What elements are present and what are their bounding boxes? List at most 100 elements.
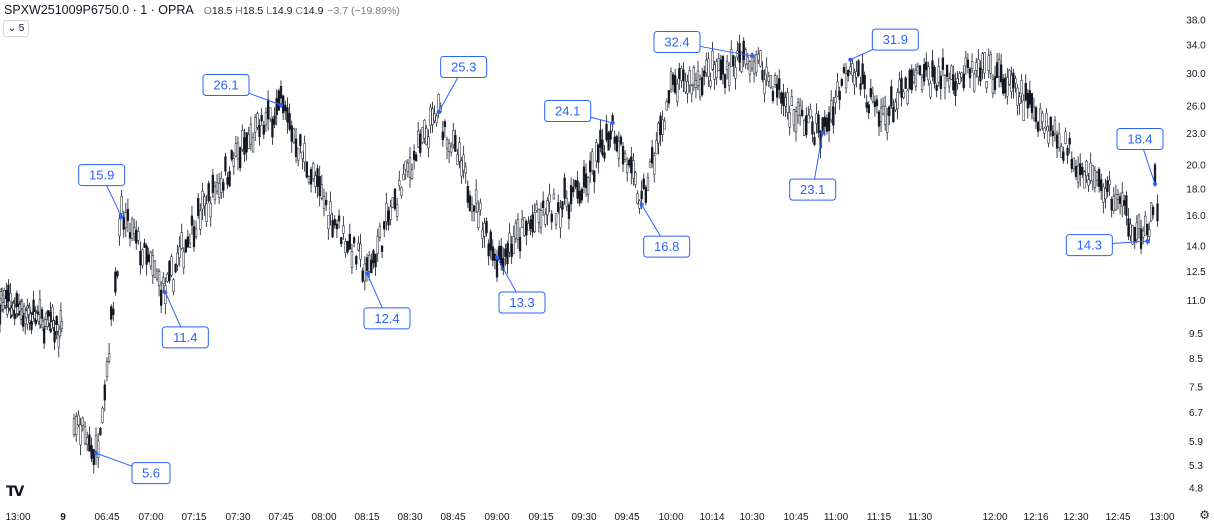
candle-body [1039, 108, 1042, 130]
candle-body [1060, 146, 1063, 158]
candle-body [815, 113, 818, 124]
candle-body [1148, 229, 1151, 237]
candle-body [58, 328, 61, 337]
candle-body [1123, 200, 1126, 206]
candle-body [894, 101, 897, 111]
candle-body [711, 50, 714, 70]
candle-body [116, 271, 119, 277]
candle-body [952, 74, 955, 91]
candle-body [365, 257, 369, 271]
candle-body [368, 255, 371, 272]
candle-body [477, 211, 480, 228]
candle-body [258, 125, 261, 138]
candle-body [1010, 74, 1013, 92]
candle-body [786, 92, 789, 113]
candle-body [114, 271, 117, 293]
candle-body [619, 136, 623, 145]
candle-body [122, 216, 125, 230]
x-tick-label: 12:45 [1105, 512, 1130, 523]
candle-body [1095, 172, 1099, 181]
candle-body [603, 152, 606, 159]
candle-body [900, 77, 903, 98]
x-tick-label: 07:15 [181, 512, 206, 523]
candle-body [260, 114, 263, 122]
candle-body [279, 86, 283, 99]
candle-body [1129, 223, 1132, 237]
candle-body [857, 60, 860, 76]
candle-body [197, 198, 200, 216]
candle-body [88, 434, 91, 452]
candle-body [352, 237, 356, 244]
candle-body [817, 114, 820, 133]
candle-body [565, 198, 568, 207]
candle-body [147, 254, 150, 263]
candle-body [626, 164, 629, 173]
candle-body [520, 218, 524, 228]
candle-body [273, 115, 276, 125]
candle-body [898, 79, 901, 93]
candle-body [945, 64, 949, 78]
annotation-label: 12.4 [374, 311, 399, 326]
candle-body [135, 229, 138, 244]
candle-body [153, 260, 157, 278]
y-tick-label: 30.0 [1186, 69, 1206, 80]
annotation-box [498, 291, 546, 314]
candle-body [775, 83, 779, 98]
candle-body [316, 168, 319, 187]
candle-body [801, 109, 804, 117]
candle-body [412, 150, 416, 160]
settings-gear-icon[interactable]: ⚙ [1199, 508, 1210, 522]
candle-body [863, 75, 866, 90]
candle-body [888, 106, 891, 117]
candle-body [431, 108, 434, 126]
annotation-box [871, 28, 919, 51]
annotation-dot [436, 110, 441, 115]
candle-body [232, 158, 235, 167]
x-tick-label: 10:45 [783, 512, 808, 523]
candle-body [908, 70, 911, 90]
candle-body [408, 157, 412, 178]
candle-body [269, 107, 272, 120]
candle-body [107, 353, 111, 363]
candle-body [207, 183, 210, 202]
candle-body [935, 85, 938, 91]
candle-body [1018, 96, 1021, 104]
candle-body [491, 246, 494, 261]
candle-body [827, 112, 831, 132]
candle-body [703, 70, 706, 77]
candle-body [288, 113, 291, 130]
candle-body [190, 215, 194, 226]
candle-body [48, 315, 51, 324]
candle-body [46, 319, 49, 328]
candle-body [628, 159, 631, 166]
candle-body [205, 203, 208, 222]
symbol-title[interactable]: SPXW251009P6750.0 · 1 · OPRA [4, 3, 194, 17]
candle-body [960, 72, 963, 78]
candle-body [241, 130, 244, 150]
candle-body [877, 111, 881, 127]
annotation-dot [119, 215, 124, 220]
candle-body [966, 59, 970, 68]
indicators-collapse-button[interactable]: ⌄ 5 [3, 20, 29, 37]
annotation-dot [750, 54, 754, 59]
change-value: −3.7 (−19.89%) [327, 5, 400, 17]
candle-body [160, 289, 163, 306]
candle-body [929, 83, 932, 98]
candle-body [43, 319, 47, 327]
candle-body [1055, 134, 1059, 149]
tradingview-logo-icon[interactable]: TV [6, 484, 24, 500]
candle-body [27, 307, 30, 316]
candle-body [794, 111, 798, 133]
candle-body [110, 306, 113, 320]
candle-body [630, 156, 633, 174]
candle-body [609, 130, 612, 140]
candle-body [997, 59, 1001, 77]
candle-body [1127, 218, 1130, 237]
candle-body [904, 77, 907, 89]
candle-body [508, 232, 511, 253]
candle-body [97, 440, 100, 458]
candle-body [875, 99, 879, 106]
annotation-dot [1153, 182, 1157, 187]
candle-body [995, 62, 999, 79]
